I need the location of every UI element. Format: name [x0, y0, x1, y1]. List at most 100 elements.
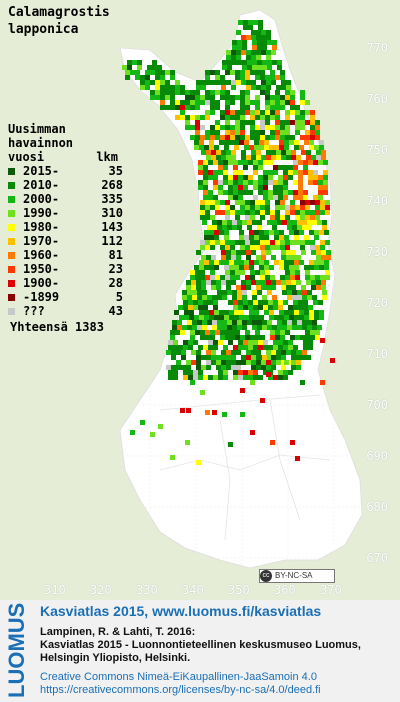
occurrence-cell	[145, 80, 150, 85]
occurrence-cell	[253, 20, 258, 25]
occurrence-cell	[285, 100, 290, 105]
occurrence-cell	[315, 200, 320, 205]
occurrence-cell	[310, 120, 315, 125]
occurrence-cell	[281, 85, 286, 90]
occurrence-cell	[221, 360, 226, 365]
occurrence-cell	[240, 388, 245, 393]
occurrence-cell	[286, 255, 291, 260]
occurrence-cell	[287, 220, 292, 225]
occurrence-cell	[240, 200, 245, 205]
occurrence-cell	[190, 125, 195, 130]
occurrence-cell	[253, 300, 258, 305]
y-tick-label: 720	[366, 296, 388, 310]
x-tick-label: 340	[182, 583, 204, 597]
occurrence-cell	[204, 265, 209, 270]
occurrence-cell	[274, 315, 279, 320]
occurrence-cell	[221, 150, 226, 155]
occurrence-cell	[286, 85, 291, 90]
legend-count: 28	[108, 276, 123, 290]
occurrence-cell	[233, 345, 238, 350]
occurrence-cell	[225, 120, 230, 125]
occurrence-cell	[265, 210, 270, 215]
occurrence-cell	[263, 160, 268, 165]
occurrence-cell	[250, 130, 255, 135]
occurrence-cell	[211, 360, 216, 365]
occurrence-cell	[241, 50, 246, 55]
occurrence-cell	[279, 145, 284, 150]
occurrence-cell	[255, 95, 260, 100]
legend-heading: Uusimman havainnon vuosi lkm	[8, 122, 118, 164]
occurrence-cell	[225, 95, 230, 100]
occurrence-cell	[281, 355, 286, 360]
occurrence-cell	[224, 315, 229, 320]
occurrence-cell	[190, 330, 195, 335]
occurrence-cell	[290, 105, 295, 110]
occurrence-cell	[220, 75, 225, 80]
occurrence-cell	[214, 310, 219, 315]
occurrence-cell	[231, 255, 236, 260]
occurrence-cell	[217, 325, 222, 330]
occurrence-cell	[170, 95, 175, 100]
occurrence-cell	[255, 205, 260, 210]
occurrence-cell	[311, 280, 316, 285]
occurrence-cell	[234, 260, 239, 265]
occurrence-cell	[302, 320, 307, 325]
occurrence-cell	[187, 295, 192, 300]
occurrence-cell	[247, 225, 252, 230]
legend-swatch	[8, 293, 15, 301]
occurrence-cell	[314, 260, 319, 265]
occurrence-cell	[240, 205, 245, 210]
occurrence-cell	[294, 265, 299, 270]
occurrence-cell	[245, 120, 250, 125]
legend-count: 112	[101, 234, 123, 248]
occurrence-cell	[277, 220, 282, 225]
occurrence-cell	[226, 255, 231, 260]
occurrence-cell	[225, 135, 230, 140]
occurrence-cell	[165, 70, 170, 75]
occurrence-cell	[293, 170, 298, 175]
occurrence-cell	[238, 300, 243, 305]
occurrence-cell	[291, 360, 296, 365]
occurrence-cell	[225, 245, 230, 250]
occurrence-cell	[275, 245, 280, 250]
occurrence-cell	[234, 315, 239, 320]
occurrence-cell	[206, 350, 211, 355]
occurrence-cell	[273, 180, 278, 185]
occurrence-cell	[254, 230, 259, 235]
occurrence-cell	[300, 215, 305, 220]
occurrence-cell	[265, 205, 270, 210]
occurrence-cell	[165, 80, 170, 85]
occurrence-cell	[203, 305, 208, 310]
occurrence-cell	[266, 280, 271, 285]
occurrence-cell	[284, 145, 289, 150]
occurrence-cell	[315, 135, 320, 140]
occurrence-cell	[243, 300, 248, 305]
occurrence-cell	[207, 320, 212, 325]
occurrence-cell	[195, 100, 200, 105]
occurrence-cell	[266, 30, 271, 35]
occurrence-cell	[250, 275, 255, 280]
occurrence-cell	[257, 320, 262, 325]
occurrence-cell	[273, 305, 278, 310]
occurrence-cell	[200, 125, 205, 130]
occurrence-cell	[295, 105, 300, 110]
occurrence-cell	[300, 100, 305, 105]
occurrence-cell	[296, 280, 301, 285]
occurrence-cell	[281, 80, 286, 85]
occurrence-cell	[250, 335, 255, 340]
occurrence-cell	[215, 205, 220, 210]
occurrence-cell	[198, 185, 203, 190]
occurrence-cell	[227, 325, 232, 330]
luomus-logo: LUOMUS	[4, 603, 29, 698]
occurrence-cell	[298, 170, 303, 175]
occurrence-cell	[315, 120, 320, 125]
occurrence-cell	[225, 200, 230, 205]
occurrence-cell	[297, 295, 302, 300]
occurrence-cell	[285, 240, 290, 245]
occurrence-cell	[137, 65, 142, 70]
occurrence-cell	[284, 310, 289, 315]
occurrence-cell	[281, 150, 286, 155]
occurrence-cell	[205, 275, 210, 280]
occurrence-cell	[245, 200, 250, 205]
legend-row: -1899 5	[8, 290, 138, 304]
